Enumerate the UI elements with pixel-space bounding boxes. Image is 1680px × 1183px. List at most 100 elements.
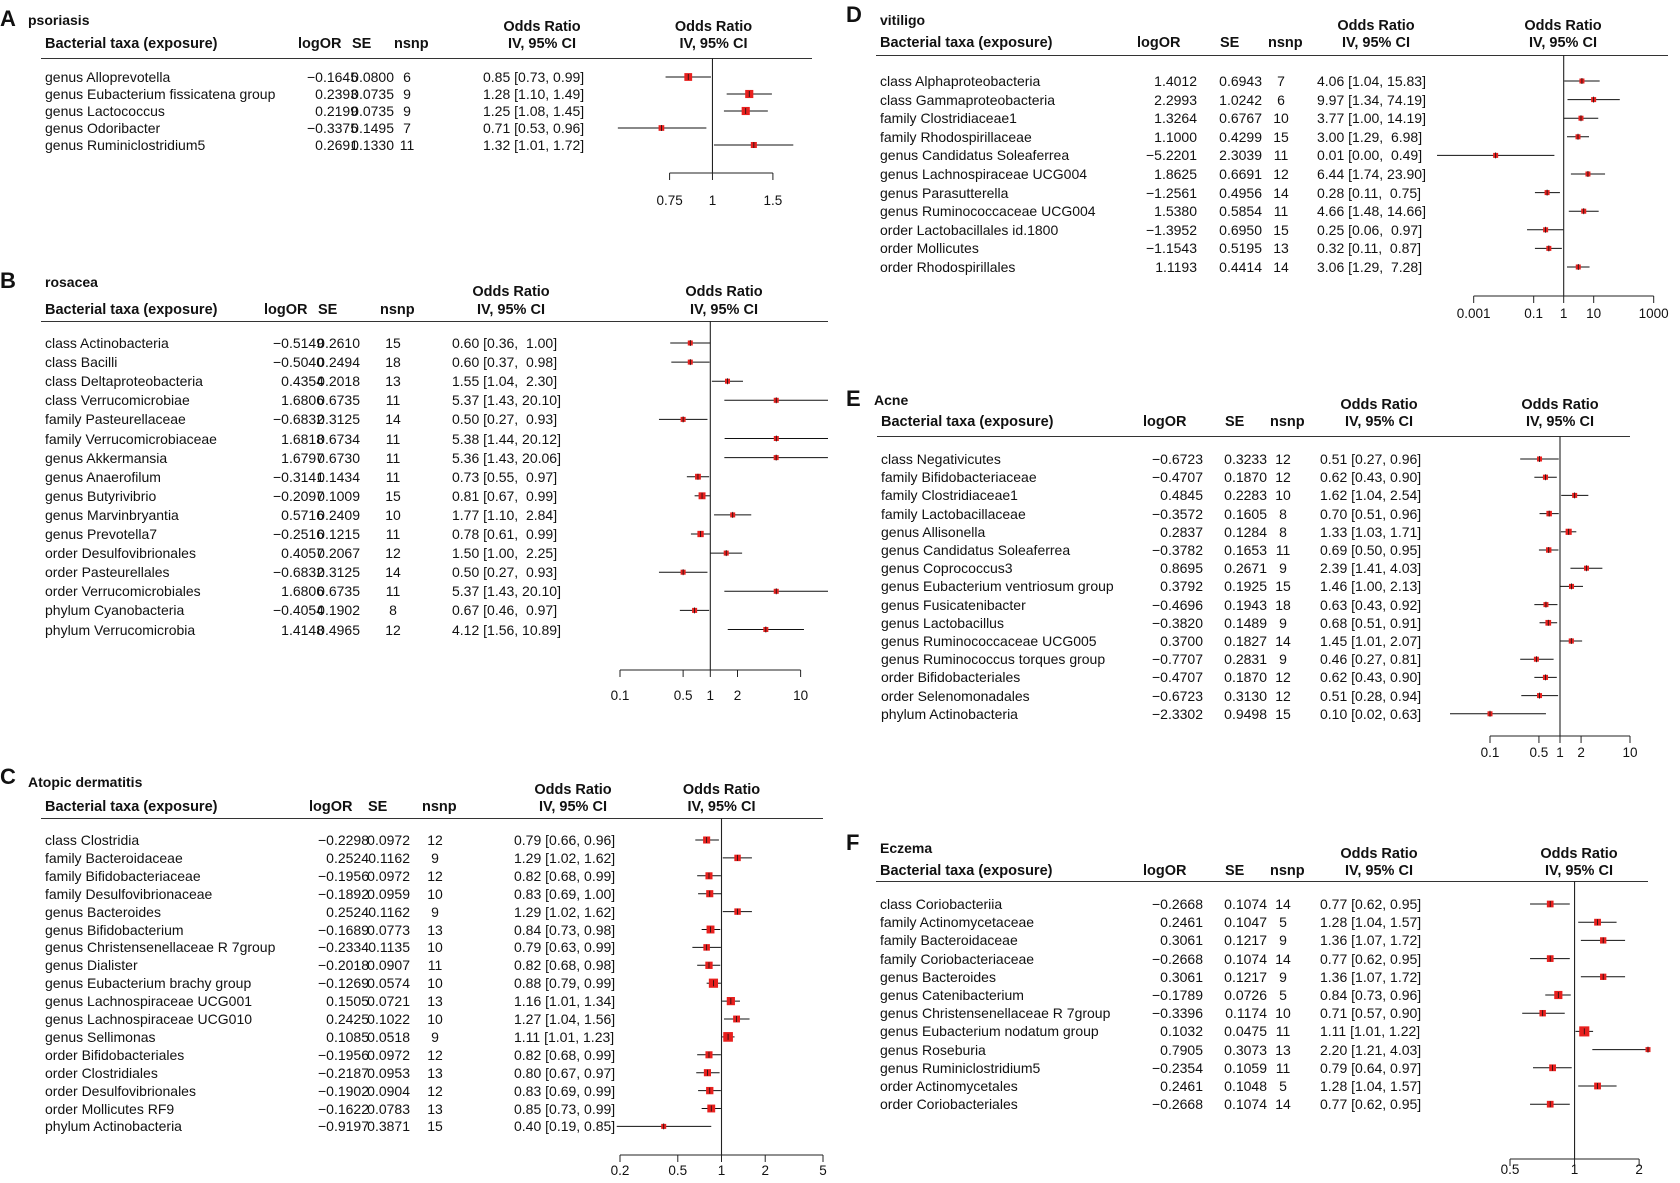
row-nsnp: 7 bbox=[1277, 73, 1285, 89]
row-or-ci: 1.46 [1.00, 2.13] bbox=[1320, 578, 1422, 595]
row-taxon: genus Fusicatenibacter bbox=[881, 596, 1026, 613]
row-taxon: genus Anaerofilum bbox=[45, 468, 161, 485]
row-taxon: phylum Actinobacteria bbox=[881, 705, 1018, 722]
row-se: 0.0959 bbox=[367, 885, 410, 902]
row-or-ci: 3.77 [1.00, 14.19] bbox=[1317, 110, 1426, 127]
row-nsnp: 12 bbox=[427, 867, 443, 884]
row-nsnp: 15 bbox=[1273, 221, 1289, 238]
row-se: 0.2671 bbox=[1224, 560, 1267, 577]
row-taxon: order Clostridiales bbox=[45, 1064, 158, 1081]
header-taxa: Bacterial taxa (exposure) bbox=[45, 302, 218, 318]
row-se: 0.1074 bbox=[1224, 1096, 1267, 1113]
row-logor: 0.4845 bbox=[1160, 487, 1203, 504]
header-or-ci: IV, 95% CI bbox=[539, 799, 607, 815]
x-tick-label: 0.5 bbox=[674, 688, 693, 703]
panel-title: Acne bbox=[874, 392, 909, 408]
row-or-ci: 0.68 [0.51, 0.91] bbox=[1320, 614, 1422, 631]
row-or-ci: 0.80 [0.67, 0.97] bbox=[514, 1064, 616, 1081]
row-taxon: genus Eubacterium ventriosum group bbox=[881, 578, 1114, 595]
row-nsnp: 9 bbox=[403, 86, 411, 102]
row-logor: 0.1085 bbox=[326, 1028, 369, 1045]
row-se: 0.0907 bbox=[367, 957, 410, 974]
row-logor: −1.1543 bbox=[1146, 240, 1197, 257]
row-nsnp: 9 bbox=[403, 103, 411, 119]
row-nsnp: 12 bbox=[1275, 451, 1291, 467]
header-logor: logOR bbox=[1143, 863, 1187, 879]
row-taxon: genus Lachnospiraceae UCG010 bbox=[45, 1011, 253, 1027]
row-or-ci: 0.82 [0.68, 0.98] bbox=[514, 957, 616, 974]
x-tick-label: 1 bbox=[1556, 745, 1564, 760]
row-logor: 1.6806 bbox=[281, 392, 324, 409]
row-nsnp: 15 bbox=[1275, 578, 1291, 595]
row-logor: 1.6806 bbox=[281, 583, 324, 600]
row-nsnp: 13 bbox=[385, 373, 401, 390]
row-or-ci: 1.77 [1.10, 2.84] bbox=[452, 506, 558, 523]
row-se: 0.0783 bbox=[367, 1100, 410, 1117]
row-taxon: class Actinobacteria bbox=[45, 335, 169, 351]
row-se: 0.1048 bbox=[1224, 1078, 1267, 1094]
row-se: 0.5195 bbox=[1219, 240, 1262, 257]
row-logor: −0.5149 bbox=[273, 335, 324, 351]
row-taxon: order Desulfovibrionales bbox=[45, 1082, 196, 1099]
row-or-ci: 5.37 [1.43, 20.10] bbox=[452, 583, 561, 600]
panel-letter: C bbox=[0, 764, 16, 789]
row-taxon: genus Ruminococcus torques group bbox=[881, 651, 1106, 668]
row-nsnp: 15 bbox=[1273, 128, 1289, 145]
row-taxon: genus Lactococcus bbox=[45, 103, 165, 119]
row-nsnp: 10 bbox=[427, 1011, 443, 1027]
header-rule bbox=[41, 58, 812, 59]
x-tick-label: 2 bbox=[734, 688, 742, 703]
row-logor: −5.2201 bbox=[1146, 147, 1197, 164]
row-nsnp: 13 bbox=[427, 993, 443, 1010]
row-nsnp: 14 bbox=[385, 411, 401, 428]
header-or-title: Odds Ratio bbox=[472, 284, 550, 300]
row-or-ci: 0.84 [0.73, 0.98] bbox=[514, 921, 616, 938]
header-plot-ci: IV, 95% CI bbox=[1545, 863, 1613, 879]
row-or-ci: 4.06 [1.04, 15.83] bbox=[1317, 73, 1426, 89]
row-nsnp: 11 bbox=[1275, 542, 1291, 558]
panel-title: Atopic dermatitis bbox=[28, 774, 143, 790]
row-logor: 1.6797 bbox=[281, 449, 324, 466]
row-se: 0.1495 bbox=[351, 120, 394, 136]
header-or-title: Odds Ratio bbox=[1337, 18, 1415, 34]
row-se: 0.0574 bbox=[367, 975, 410, 992]
row-se: 0.0735 bbox=[351, 86, 394, 102]
row-taxon: family Pasteurellaceae bbox=[45, 411, 186, 428]
header-se: SE bbox=[368, 799, 388, 815]
row-logor: −0.3141 bbox=[273, 468, 324, 485]
header-or-title: Odds Ratio bbox=[503, 19, 581, 35]
row-nsnp: 11 bbox=[385, 430, 401, 447]
row-taxon: genus Akkermansia bbox=[45, 449, 168, 466]
row-or-ci: 0.85 [0.73, 0.99] bbox=[483, 69, 585, 85]
x-tick-label: 2 bbox=[761, 1163, 769, 1178]
row-logor: −0.2668 bbox=[1152, 1096, 1203, 1113]
header-plot-title: Odds Ratio bbox=[1521, 397, 1599, 413]
row-se: 0.3130 bbox=[1224, 687, 1267, 704]
panel-title: Eczema bbox=[880, 840, 933, 856]
row-or-ci: 0.85 [0.73, 0.99] bbox=[514, 1100, 616, 1117]
header-taxa: Bacterial taxa (exposure) bbox=[880, 863, 1053, 879]
x-tick-label: 2 bbox=[1635, 1162, 1643, 1177]
row-se: 0.1434 bbox=[317, 468, 360, 485]
row-or-ci: 0.70 [0.51, 0.96] bbox=[1320, 505, 1422, 522]
row-logor: −0.1902 bbox=[318, 1082, 369, 1099]
row-se: 0.1489 bbox=[1224, 614, 1267, 631]
row-taxon: genus Alloprevotella bbox=[45, 69, 171, 85]
row-se: 1.0242 bbox=[1219, 91, 1262, 108]
row-nsnp: 11 bbox=[1275, 1023, 1291, 1040]
header-or-ci: IV, 95% CI bbox=[1342, 35, 1410, 51]
x-tick-label: 0.001 bbox=[1457, 306, 1491, 321]
row-nsnp: 14 bbox=[1273, 184, 1289, 201]
row-taxon: order Pasteurellales bbox=[45, 564, 170, 581]
row-taxon: order Lactobacillales id.1800 bbox=[880, 221, 1059, 238]
row-or-ci: 0.62 [0.43, 0.90] bbox=[1320, 669, 1422, 686]
header-taxa: Bacterial taxa (exposure) bbox=[881, 414, 1054, 430]
row-logor: 0.3700 bbox=[1160, 633, 1203, 649]
row-nsnp: 14 bbox=[1273, 259, 1289, 275]
row-se: 0.2283 bbox=[1224, 487, 1267, 504]
row-or-ci: 0.77 [0.62, 0.95] bbox=[1320, 896, 1422, 912]
x-tick-label: 1 bbox=[1560, 306, 1568, 321]
row-taxon: genus Ruminococcaceae UCG005 bbox=[881, 633, 1097, 649]
row-nsnp: 10 bbox=[1273, 110, 1289, 127]
